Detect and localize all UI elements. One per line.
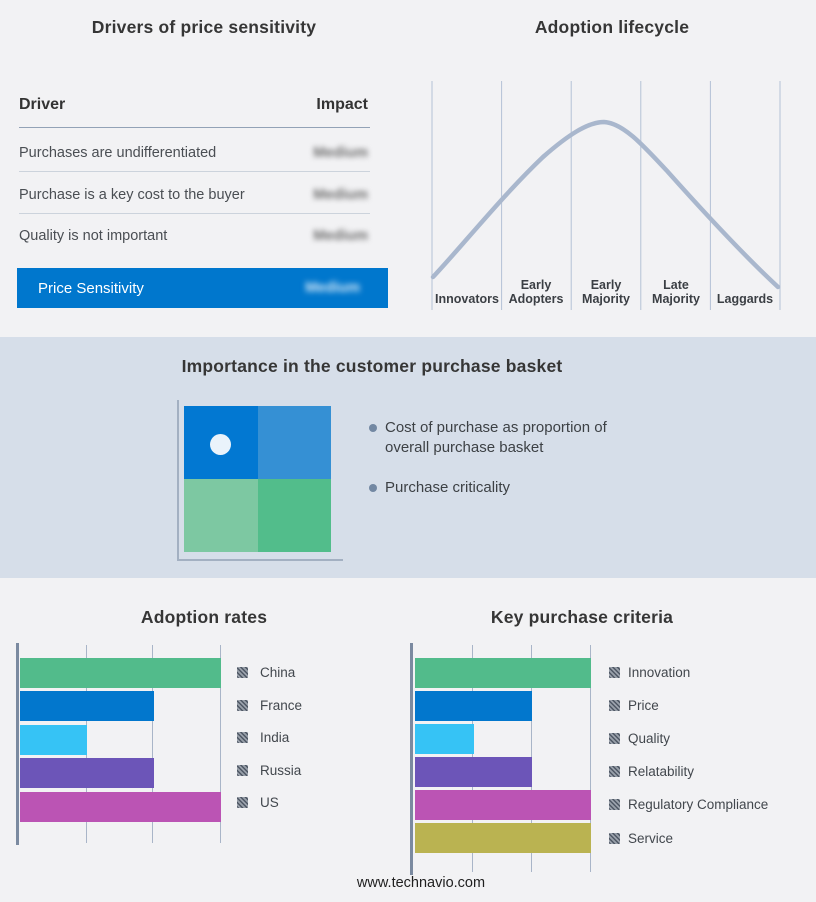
driver-label: Purchases are undifferentiated	[19, 145, 217, 161]
basket-bullet-item: Cost of purchase as proportion of overal…	[369, 418, 631, 457]
quadrant-cell-top-right	[257, 406, 331, 479]
driver-row: Quality is not important Medium	[19, 227, 368, 245]
hatched-swatch-icon	[609, 732, 620, 744]
bullet-text: Purchase criticality	[385, 479, 511, 496]
bar-us	[20, 792, 221, 822]
impact-value-redacted: Medium	[313, 187, 368, 203]
hatched-swatch-icon	[609, 666, 620, 678]
quadrant-y-axis	[177, 400, 179, 560]
legend-item-service: Service	[609, 830, 673, 846]
gridline	[220, 645, 221, 843]
lifecycle-label-late-majority: Late Majority	[652, 277, 700, 307]
price-sensitivity-label: Price Sensitivity	[38, 279, 144, 297]
purchase-basket-band: Importance in the customer purchase bask…	[0, 337, 816, 578]
header-underline	[19, 127, 370, 128]
legend-item-russia: Russia	[237, 762, 301, 778]
quadrant-cell-bottom-left	[184, 479, 258, 552]
quadrant-cell-bottom-right	[257, 479, 331, 552]
lifecycle-gridlines	[431, 81, 781, 310]
lifecycle-label-laggards: Laggards	[716, 292, 774, 307]
legend-item-relatability: Relatability	[609, 763, 694, 779]
drivers-table-header: Driver Impact	[19, 96, 368, 114]
lifecycle-panel-title: Adoption lifecycle	[534, 17, 690, 37]
bullet-dot-icon	[369, 424, 377, 432]
legend-label: Relatability	[628, 763, 695, 779]
row-divider	[19, 171, 370, 172]
legend-item-india: India	[237, 729, 289, 745]
lifecycle-label-innovators: Innovators	[435, 292, 499, 307]
driver-row: Purchases are undifferentiated Medium	[19, 144, 368, 162]
legend-label: China	[260, 664, 296, 680]
column-driver: Driver	[19, 96, 66, 113]
legend-label: Innovation	[628, 664, 691, 680]
legend-label: Price	[628, 697, 659, 713]
hatched-swatch-icon	[609, 765, 620, 777]
impact-value-redacted: Medium	[313, 228, 368, 244]
bar-innovation	[415, 658, 591, 688]
gridline	[590, 645, 591, 872]
legend-item-price: Price	[609, 697, 659, 713]
driver-label: Purchase is a key cost to the buyer	[19, 187, 245, 203]
hatched-swatch-icon	[609, 832, 620, 844]
bar-russia	[20, 758, 154, 788]
key-purchase-criteria-title: Key purchase criteria	[490, 607, 674, 627]
driver-row: Purchase is a key cost to the buyer Medi…	[19, 186, 368, 204]
hatched-swatch-icon	[237, 731, 248, 743]
legend-item-regulatory-compliance: Regulatory Compliance	[609, 796, 768, 812]
row-divider	[19, 213, 370, 214]
quadrant-x-axis	[177, 559, 343, 561]
bell-curve-svg	[430, 81, 781, 310]
bar-quality	[415, 724, 474, 754]
legend-label: Quality	[628, 730, 671, 746]
adoption-rates-y-axis	[16, 643, 19, 845]
position-marker-dot	[210, 434, 231, 455]
quadrant-matrix	[184, 406, 331, 552]
price-sensitivity-bar: Price Sensitivity Medium	[17, 268, 388, 308]
lifecycle-label-early-adopters: Early Adopters	[508, 277, 564, 307]
hatched-swatch-icon	[609, 699, 620, 711]
adoption-rates-title: Adoption rates	[140, 607, 268, 627]
drivers-panel-title: Drivers of price sensitivity	[91, 17, 317, 37]
bar-price	[415, 691, 533, 721]
legend-label: Russia	[260, 762, 302, 778]
bell-curve-line	[430, 119, 781, 290]
bullet-dot-icon	[369, 484, 377, 492]
adoption-rates-plot	[20, 645, 221, 843]
bullet-text: Cost of purchase as proportion of overal…	[385, 419, 607, 456]
bar-relatability	[415, 757, 533, 787]
gridline	[152, 645, 153, 843]
bar-india	[20, 725, 87, 755]
legend-item-china: China	[237, 664, 295, 680]
bar-service	[415, 823, 591, 853]
hatched-swatch-icon	[237, 764, 248, 776]
column-impact: Impact	[316, 96, 368, 113]
criteria-y-axis	[410, 643, 413, 875]
basket-title: Importance in the customer purchase bask…	[181, 356, 563, 376]
legend-item-france: France	[237, 697, 302, 713]
website-url: www.technavio.com	[356, 875, 486, 891]
impact-value-redacted: Medium	[313, 145, 368, 161]
legend-label: France	[260, 697, 303, 713]
hatched-swatch-icon	[237, 666, 248, 678]
legend-item-quality: Quality	[609, 730, 670, 746]
bar-china	[20, 658, 221, 688]
legend-item-innovation: Innovation	[609, 664, 690, 680]
legend-label: US	[260, 794, 279, 810]
criteria-plot	[415, 645, 591, 872]
bar-regulatory-compliance	[415, 790, 591, 820]
hatched-swatch-icon	[237, 699, 248, 711]
legend-item-us: US	[237, 794, 279, 810]
lifecycle-label-early-majority: Early Majority	[582, 277, 630, 307]
legend-label: Service	[628, 830, 674, 846]
price-sensitivity-value-redacted: Medium	[305, 280, 360, 296]
driver-label: Quality is not important	[19, 228, 168, 244]
legend-label: India	[260, 729, 290, 745]
basket-bullet-item: Purchase criticality	[369, 478, 631, 498]
legend-label: Regulatory Compliance	[628, 796, 769, 812]
bar-france	[20, 691, 154, 721]
hatched-swatch-icon	[609, 798, 620, 810]
hatched-swatch-icon	[237, 796, 248, 808]
